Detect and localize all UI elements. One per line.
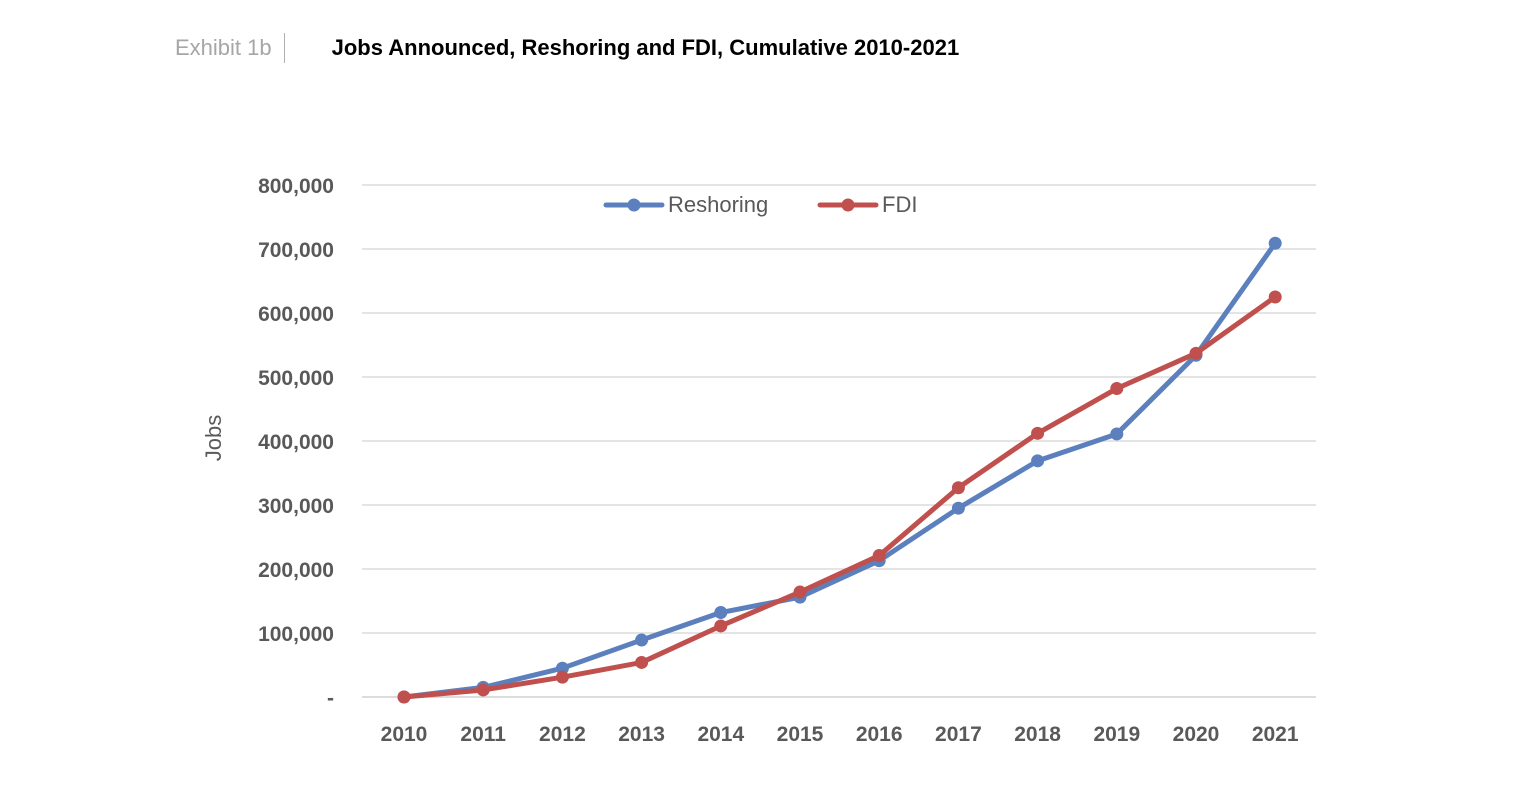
chart-title: Jobs Announced, Reshoring and FDI, Cumul… — [331, 35, 960, 60]
data-point — [397, 690, 411, 704]
data-point — [1031, 426, 1045, 440]
y-tick-label: 300,000 — [258, 495, 334, 518]
legend: Reshoring FDI — [603, 192, 917, 217]
data-point — [1189, 346, 1203, 360]
y-axis-label: Jobs — [201, 415, 226, 461]
x-tick-label: 2017 — [935, 723, 982, 746]
data-point — [1268, 236, 1282, 250]
x-tick-label: 2021 — [1252, 723, 1299, 746]
data-point — [1110, 427, 1124, 441]
gridlines — [362, 184, 1316, 698]
exhibit-label: Exhibit 1b — [175, 35, 272, 60]
data-point — [555, 670, 569, 684]
y-tick-label: 400,000 — [258, 431, 334, 454]
y-tick-label: 700,000 — [258, 239, 334, 262]
series-line — [401, 240, 1278, 700]
series-line — [401, 294, 1278, 700]
data-point — [1110, 382, 1124, 396]
data-point — [793, 585, 807, 599]
x-axis-ticks: 2010 2011 2012 2013 2014 2015 2016 2017 2018 2019… — [381, 723, 1299, 746]
legend-label: FDI — [882, 192, 917, 217]
x-tick-label: 2014 — [697, 723, 744, 746]
x-tick-label: 2015 — [777, 723, 824, 746]
legend-label: Reshoring — [668, 192, 768, 217]
legend-item-fdi: FDI — [817, 192, 917, 217]
data-point — [635, 633, 649, 647]
y-axis-ticks: - 100,000 200,000 300,000 400,000 500,000 600,… — [258, 175, 334, 710]
series-fdi — [397, 290, 1282, 704]
x-tick-label: 2012 — [539, 723, 586, 746]
series-lines — [397, 236, 1282, 704]
y-tick-label: 800,000 — [258, 175, 334, 198]
data-point — [872, 549, 886, 563]
x-tick-label: 2019 — [1093, 723, 1140, 746]
data-point — [1031, 454, 1045, 468]
x-tick-label: 2018 — [1014, 723, 1061, 746]
data-point — [1268, 290, 1282, 304]
x-tick-label: 2013 — [618, 723, 665, 746]
legend-marker — [841, 198, 855, 212]
x-tick-label: 2016 — [856, 723, 903, 746]
y-tick-label: - — [327, 687, 334, 710]
x-tick-label: 2011 — [460, 723, 506, 746]
y-tick-label: 600,000 — [258, 303, 334, 326]
data-point — [635, 655, 649, 669]
exhibit-header: Exhibit 1b Jobs Announced, Reshoring and… — [175, 32, 959, 64]
data-point — [714, 619, 728, 633]
data-point — [951, 501, 965, 515]
y-tick-label: 200,000 — [258, 559, 334, 582]
x-tick-label: 2010 — [381, 723, 428, 746]
header-divider — [283, 33, 285, 63]
data-point — [476, 683, 490, 697]
legend-item-reshoring: Reshoring — [603, 192, 768, 217]
data-point — [714, 606, 728, 620]
data-point — [951, 481, 965, 495]
data-point — [555, 661, 569, 675]
y-tick-label: 100,000 — [258, 623, 334, 646]
x-tick-label: 2020 — [1173, 723, 1220, 746]
legend-marker — [627, 198, 641, 212]
y-tick-label: 500,000 — [258, 367, 334, 390]
